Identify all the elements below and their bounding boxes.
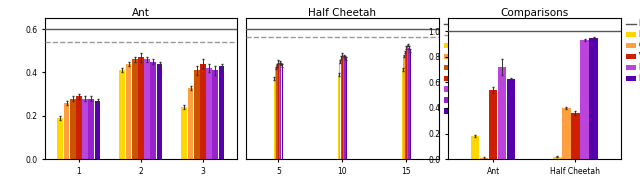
Bar [563, 108, 571, 159]
Bar [188, 88, 193, 159]
Bar [402, 69, 403, 159]
Bar [589, 38, 598, 159]
Bar [480, 158, 488, 159]
Title: Ant: Ant [132, 8, 150, 18]
Bar [76, 96, 82, 159]
Bar [125, 64, 131, 159]
Bar [95, 101, 100, 159]
Bar [182, 107, 187, 159]
Bar [346, 59, 347, 159]
Bar [489, 90, 497, 159]
Bar [507, 79, 515, 159]
Bar [572, 113, 580, 159]
Bar [276, 65, 278, 159]
Bar [275, 68, 276, 159]
Bar [70, 98, 76, 159]
Bar [138, 57, 144, 159]
Bar [150, 62, 156, 159]
Bar [58, 118, 63, 159]
Legend: Expert, BCO, GAIL, Value-DICE, BCO*, BC: Expert, BCO, GAIL, Value-DICE, BCO*, BC [627, 19, 640, 83]
Legend: Expert, Noisy Expert, Iteration 0, Iteration 1, Iteration 2, Iteration 3, Iterat: Expert, Noisy Expert, Iteration 0, Itera… [444, 19, 505, 116]
Title: Comparisons: Comparisons [500, 8, 568, 18]
Title: Half Cheetah: Half Cheetah [308, 8, 376, 18]
Bar [83, 98, 88, 159]
Bar [553, 157, 561, 159]
Bar [132, 59, 138, 159]
Bar [278, 61, 279, 159]
Bar [408, 48, 410, 159]
Bar [406, 48, 407, 159]
Bar [274, 79, 275, 159]
Bar [157, 64, 163, 159]
Bar [498, 67, 506, 159]
Bar [194, 70, 200, 159]
Bar [120, 70, 125, 159]
Bar [88, 98, 94, 159]
Bar [279, 63, 280, 159]
Bar [403, 56, 404, 159]
Bar [343, 56, 344, 159]
Bar [200, 64, 206, 159]
Bar [340, 57, 342, 159]
Bar [339, 61, 340, 159]
Bar [63, 103, 69, 159]
Bar [407, 45, 408, 159]
Bar [282, 65, 283, 159]
Bar [338, 75, 339, 159]
Bar [404, 52, 406, 159]
Bar [219, 66, 225, 159]
Bar [212, 70, 218, 159]
Bar [206, 68, 212, 159]
Bar [144, 59, 150, 159]
Bar [280, 64, 282, 159]
Bar [471, 136, 479, 159]
Bar [342, 55, 343, 159]
Bar [580, 40, 589, 159]
Bar [410, 51, 411, 159]
Bar [344, 57, 346, 159]
